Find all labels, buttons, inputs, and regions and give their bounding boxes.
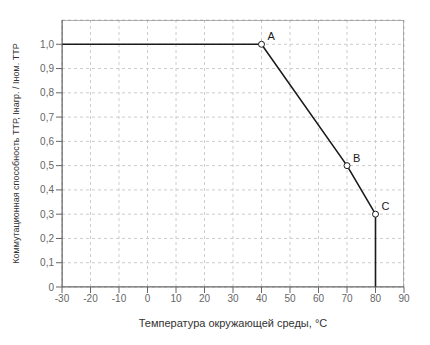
svg-text:Температура окружающей среды,: Температура окружающей среды, °C — [139, 317, 328, 329]
svg-text:0,8: 0,8 — [40, 87, 54, 98]
svg-text:C: C — [382, 200, 390, 212]
svg-text:-10: -10 — [112, 293, 127, 304]
svg-text:70: 70 — [341, 293, 353, 304]
svg-text:90: 90 — [398, 293, 410, 304]
svg-text:B: B — [353, 152, 360, 164]
svg-text:40: 40 — [256, 293, 268, 304]
svg-text:60: 60 — [313, 293, 325, 304]
svg-text:80: 80 — [370, 293, 382, 304]
svg-text:0: 0 — [145, 293, 151, 304]
svg-text:0,1: 0,1 — [40, 257, 54, 268]
svg-text:0,6: 0,6 — [40, 136, 54, 147]
svg-text:30: 30 — [227, 293, 239, 304]
svg-text:10: 10 — [170, 293, 182, 304]
svg-text:20: 20 — [199, 293, 211, 304]
svg-text:0,9: 0,9 — [40, 63, 54, 74]
svg-text:1,0: 1,0 — [40, 39, 54, 50]
svg-text:-30: -30 — [55, 293, 70, 304]
svg-text:0,4: 0,4 — [40, 184, 54, 195]
svg-text:0,5: 0,5 — [40, 160, 54, 171]
svg-text:50: 50 — [284, 293, 296, 304]
svg-text:Коммутационная способность ТТР: Коммутационная способность ТТР, Iнагр. /… — [11, 43, 21, 263]
svg-text:0,3: 0,3 — [40, 209, 54, 220]
svg-text:A: A — [268, 30, 276, 42]
svg-text:0: 0 — [48, 282, 54, 293]
svg-text:-20: -20 — [83, 293, 98, 304]
svg-text:0,2: 0,2 — [40, 233, 54, 244]
svg-text:0,7: 0,7 — [40, 112, 54, 123]
